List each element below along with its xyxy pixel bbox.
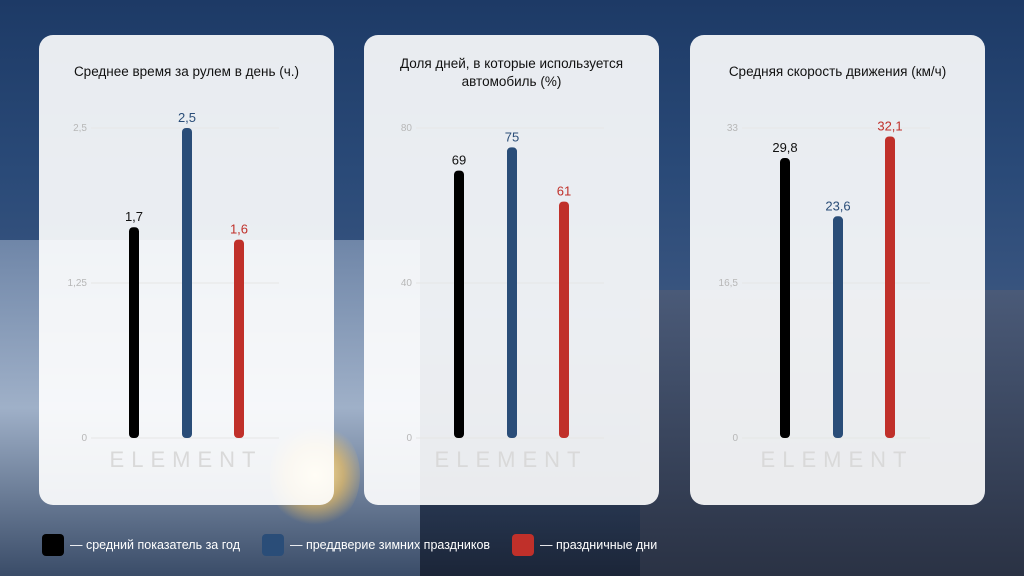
chart-title: Среднее время за рулем в день (ч.)	[73, 64, 300, 79]
y-tick-label: 0	[732, 433, 738, 444]
y-tick-label: 16,5	[719, 278, 739, 289]
y-tick-label: 0	[406, 433, 412, 444]
y-tick-label: 0	[81, 433, 87, 444]
data-label: 2,5	[178, 110, 196, 125]
data-label: 69	[452, 153, 466, 168]
chart-title: Средняя скорость движения (км/ч)	[728, 64, 947, 79]
legend-swatch-year	[42, 534, 64, 556]
bar	[234, 239, 244, 438]
bar	[129, 227, 139, 438]
legend-item: — средний показатель за год	[42, 534, 240, 556]
bar	[507, 147, 517, 438]
legend-label: — средний показатель за год	[70, 538, 240, 552]
legend-item: — преддверие зимних праздников	[261, 534, 491, 556]
bar	[559, 201, 569, 438]
legend-item: — праздничные дни	[512, 534, 657, 556]
bar	[454, 170, 464, 438]
data-label: 1,6	[230, 222, 248, 237]
legend-swatch-pre-holiday	[261, 534, 284, 556]
y-tick-label: 2,5	[73, 123, 87, 134]
data-label: 29,8	[772, 140, 797, 155]
legend-label: — праздничные дни	[540, 538, 658, 552]
bar	[885, 136, 895, 439]
watermark-logo: ELEMENT	[761, 447, 914, 472]
y-tick-label: 1,25	[68, 278, 88, 289]
legend-label: — преддверие зимних праздников	[289, 538, 491, 552]
chart-title: Доля дней, в которые используется автомо…	[399, 56, 624, 89]
chart-panel-usage-share: Доля дней, в которые используется автомо…	[364, 35, 659, 505]
legend: — средний показатель за год — преддверие…	[42, 534, 677, 556]
y-tick-label: 80	[401, 123, 413, 134]
data-label: 75	[505, 129, 519, 144]
y-tick-label: 40	[401, 278, 413, 289]
chart-svg: 0 1,25 2,5 ELEMENT 1,7 2,5 1,6	[68, 110, 279, 472]
chart-panel-speed: Средняя скорость движения (км/ч) 0 16,5 33…	[690, 35, 985, 505]
watermark-logo: ELEMENT	[435, 447, 588, 472]
bar	[780, 158, 790, 438]
data-label: 61	[557, 184, 571, 199]
bar	[182, 128, 192, 438]
chart-panel-driving-time: Среднее время за рулем в день (ч.) 0 1,25…	[39, 35, 334, 505]
y-tick-label: 33	[727, 123, 739, 134]
chart-svg: 0 16,5 33 ELEMENT 29,8 23,6 32,1	[719, 118, 930, 472]
data-label: 32,1	[877, 118, 902, 133]
data-label: 1,7	[125, 209, 143, 224]
bar	[833, 216, 843, 438]
chart-svg: 0 40 80 ELEMENT 69 75 61	[401, 123, 604, 472]
data-label: 23,6	[825, 198, 850, 213]
watermark-logo: ELEMENT	[110, 447, 263, 472]
legend-swatch-holiday	[512, 534, 535, 556]
